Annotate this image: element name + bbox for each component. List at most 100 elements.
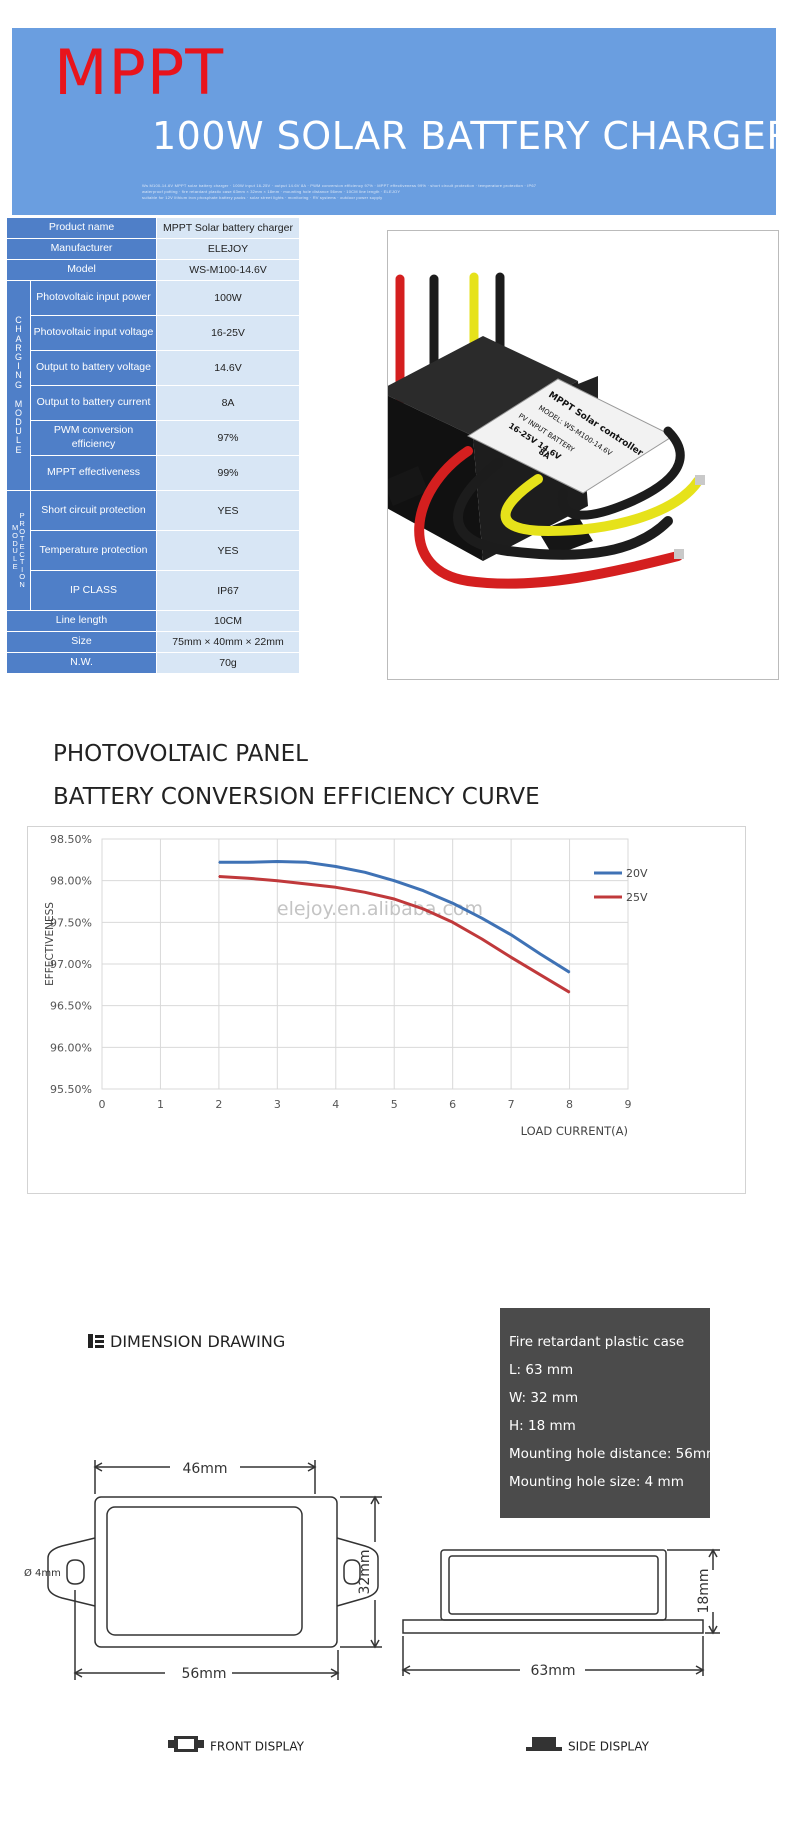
x-tick-label: 1 [157, 1098, 164, 1111]
spec-label: Photovoltaic input power [31, 281, 156, 315]
front-display-label: FRONT DISPLAY [210, 1739, 305, 1754]
product-label: MPPT Solar controller MODEL: WS-M100-14.… [466, 378, 675, 494]
banner-fine-print: Ws M100-14.6V MPPT solar battery charger… [142, 183, 537, 188]
data-point [422, 908, 425, 910]
front-display-caption: FRONT DISPLAY [168, 1735, 304, 1758]
data-point [393, 880, 395, 882]
group-letter: T [19, 557, 25, 567]
front-width-top: 46mm [182, 1461, 227, 1477]
y-tick-label: 98.00% [50, 875, 92, 888]
group-letter: C [15, 315, 22, 326]
product-illustration: MPPT Solar controller MODEL: WS-M100-14.… [388, 272, 705, 589]
group-letter: D [12, 538, 18, 548]
front-hole-size: Ø 4mm [24, 1567, 61, 1579]
spec-label: PWM conversion efficiency [31, 421, 156, 455]
data-point [510, 956, 512, 958]
group-letter: U [15, 426, 22, 437]
curve-title-line1: PHOTOVOLTAIC PANEL [53, 741, 308, 767]
case-spec-box: Fire retardant plastic case L: 63 mm W: … [500, 1308, 719, 1518]
front-width-bottom: 56mm [181, 1666, 226, 1682]
spec-value: 14.6V [157, 351, 299, 385]
group-letter: I [21, 564, 24, 574]
x-tick-label: 3 [274, 1098, 281, 1111]
y-tick-label: 96.50% [50, 1000, 92, 1013]
efficiency-chart: 0 1 2 3 4 5 6 7 8 9 98.50% 98.00% 97.50% 97.00% 96.50%… [27, 826, 746, 1194]
dimension-drawing-icon [88, 1333, 104, 1352]
spec-label: Size [7, 632, 156, 652]
spec-value: 8A [157, 386, 299, 420]
front-view-drawing: 46mm Ø 4mm 32mm 56mm [24, 1460, 382, 1682]
product-photo: MPPT Solar controller MODEL: WS-M100-14.… [387, 230, 779, 680]
front-height: 32mm [357, 1549, 373, 1594]
dimension-heading-text: DIMENSION DRAWING [110, 1332, 286, 1351]
x-tick-label: 6 [449, 1098, 456, 1111]
group-letter: E [19, 541, 25, 551]
data-point [452, 902, 454, 904]
spec-value: 75mm × 40mm × 22mm [157, 632, 299, 652]
spec-value: YES [157, 531, 299, 570]
spec-label: Temperature protection [31, 531, 156, 570]
x-axis-label: LOAD CURRENT(A) [521, 1124, 628, 1138]
group-letter: E [15, 444, 22, 455]
group-letter: G [14, 351, 22, 362]
case-spec-line: Mounting hole size: 4 mm [509, 1474, 684, 1490]
spec-label: Output to battery voltage [31, 351, 156, 385]
case-spec-line: W: 32 mm [509, 1390, 579, 1406]
data-point [305, 861, 308, 863]
group-letter: O [19, 572, 26, 582]
case-spec-line: Fire retardant plastic case [509, 1334, 685, 1350]
group-letter: M [11, 523, 19, 533]
group-letter: D [15, 417, 22, 428]
case-spec-line: Mounting hole distance: 56mm [509, 1446, 720, 1462]
case-spec-line: H: 18 mm [509, 1418, 576, 1434]
group-letter: L [15, 435, 21, 446]
group-letter: A [15, 333, 22, 344]
data-point [481, 917, 483, 919]
front-display-icon [168, 1735, 204, 1758]
y-tick-label: 98.50% [50, 833, 92, 846]
group-letter: R [15, 342, 22, 353]
side-display-label: SIDE DISPLAY [568, 1739, 649, 1754]
x-tick-label: 5 [391, 1098, 398, 1111]
spec-label: Product name [7, 218, 156, 238]
data-point [247, 877, 249, 879]
curve-title-line2: BATTERY CONVERSION EFFICIENCY CURVE [53, 784, 540, 810]
side-display-icon [526, 1737, 562, 1756]
banner-fine-print: suitable for 12V lithium iron phosphate … [142, 195, 383, 200]
data-point [539, 974, 541, 976]
group-letter: E [12, 561, 18, 571]
x-tick-label: 7 [508, 1098, 515, 1111]
group-letter: P [19, 511, 25, 521]
y-tick-label: 97.00% [50, 958, 92, 971]
x-tick-label: 9 [625, 1098, 632, 1111]
x-tick-label: 0 [99, 1098, 106, 1111]
side-display-caption: SIDE DISPLAY [526, 1737, 649, 1756]
data-point [335, 886, 337, 888]
case-spec-line: L: 63 mm [509, 1362, 574, 1378]
side-height: 18mm [696, 1568, 712, 1613]
efficiency-chart-svg: 0 1 2 3 4 5 6 7 8 9 98.50% 98.00% 97.50% 97.00% 96.50%… [44, 833, 648, 1138]
spec-label: Model [7, 260, 156, 280]
y-tick-label: 95.50% [50, 1083, 92, 1096]
data-point [335, 865, 337, 868]
group-letter: I [17, 361, 20, 372]
spec-table: Product name MPPT Solar battery charger … [6, 217, 300, 674]
y-tick-label: 96.00% [50, 1041, 92, 1054]
spec-value: MPPT Solar battery charger [157, 218, 299, 238]
data-point [393, 898, 395, 900]
data-point [305, 883, 308, 885]
group-letter: T [19, 534, 25, 544]
banner: MPPT 100W SOLAR BATTERY CHARGER Ws M100-… [12, 28, 790, 215]
spec-label: MPPT effectiveness [31, 456, 156, 490]
group-letter: O [19, 526, 26, 536]
data-point [218, 861, 220, 863]
chart-watermark: elejoy.en.alibaba.com [277, 898, 483, 920]
spec-label: Output to battery current [31, 386, 156, 420]
data-point [422, 890, 425, 892]
spec-value: 97% [157, 421, 299, 455]
spec-value: 99% [157, 456, 299, 490]
